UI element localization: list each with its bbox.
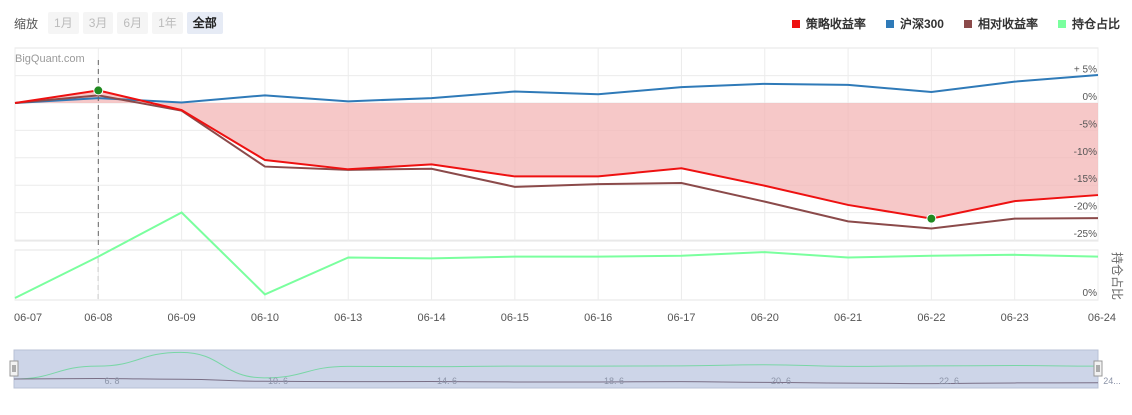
navigator-labels: 6. 8 10. 6 14. 6 18. 6 20. 6 22. 6 24... [104, 376, 1120, 386]
position-y-ticks: 0% [1083, 288, 1098, 299]
x-tick-label: 06-20 [751, 312, 779, 324]
x-tick-label: 06-13 [334, 312, 362, 324]
y-tick-label: 0% [1083, 92, 1098, 103]
legend-label-position: 持仓占比 [1071, 17, 1120, 31]
x-tick-label: 06-16 [584, 312, 612, 324]
zoom-3m-button[interactable]: 3月 [82, 12, 114, 34]
navigator-label: 14. 6 [437, 376, 457, 386]
legend-item-relative[interactable]: 相对收益率 [963, 15, 1038, 32]
relative-line [14, 94, 1099, 230]
zoom-1y-button[interactable]: 1年 [152, 12, 183, 34]
x-tick-label: 06-14 [417, 312, 445, 324]
legend-item-strategy[interactable]: 策略收益率 [791, 15, 866, 32]
benchmark-line [14, 74, 1099, 104]
legend-swatch-strategy [791, 19, 800, 28]
x-tick-label: 06-15 [501, 312, 529, 324]
legend-item-position[interactable]: 持仓占比 [1057, 15, 1120, 32]
markers [93, 85, 937, 224]
legend: 策略收益率 沪深300 相对收益率 持仓占比 [791, 15, 1120, 32]
x-tick-label: 06-17 [667, 312, 695, 324]
navigator-label: 18. 6 [604, 376, 624, 386]
navigator-label: 6. 8 [104, 376, 119, 386]
x-tick-label: 06-23 [1001, 312, 1029, 324]
watermark: BigQuant.com [15, 53, 85, 65]
position-line [14, 211, 1099, 299]
x-tick-label: 06-10 [251, 312, 279, 324]
data-point-marker [93, 85, 104, 96]
x-tick-label: 06-21 [834, 312, 862, 324]
legend-label-benchmark: 沪深300 [899, 17, 944, 31]
zoom-bar: 缩放 1月 3月 6月 1年 全部 [14, 12, 223, 34]
legend-label-relative: 相对收益率 [977, 17, 1038, 31]
zoom-all-button[interactable]: 全部 [186, 12, 223, 34]
zoom-6m-button[interactable]: 6月 [117, 12, 149, 34]
data-point-marker [926, 213, 937, 224]
y-tick-label: + 5% [1074, 65, 1097, 76]
x-tick-label: 06-22 [917, 312, 945, 324]
y-tick-label: -25% [1074, 229, 1097, 240]
navigator-strategy-line [13, 377, 1099, 385]
navigator-label: 22. 6 [939, 376, 959, 386]
x-axis-labels: 06-07 06-08 06-09 06-10 06-13 06-14 06-15 06-16… [14, 312, 1116, 324]
y-tick-label: -10% [1074, 147, 1097, 158]
strategy-line [14, 89, 1099, 220]
y-tick-label: -20% [1074, 202, 1097, 213]
x-tick-label: 06-09 [168, 312, 196, 324]
y-tick-label: -5% [1079, 119, 1097, 130]
position-grid [14, 249, 1099, 301]
navigator-left-handle[interactable] [9, 360, 19, 377]
strategy-fill-area [15, 90, 1098, 219]
y-axis-ticks: + 5% 0% -5% -10% -15% -20% -25% [1074, 65, 1097, 240]
legend-label-strategy: 策略收益率 [805, 17, 866, 31]
legend-swatch-relative [963, 19, 972, 28]
navigator-right-handle[interactable] [1093, 360, 1103, 377]
x-tick-label: 06-24 [1088, 312, 1116, 324]
position-y-tick-label: 0% [1083, 288, 1098, 299]
legend-item-benchmark[interactable]: 沪深300 [885, 15, 944, 32]
legend-swatch-position [1057, 19, 1066, 28]
y-tick-label: -15% [1074, 174, 1097, 185]
position-y-label: 持仓占比 [1110, 252, 1125, 300]
x-tick-label: 06-07 [14, 312, 42, 324]
zoom-label: 缩放 [14, 16, 39, 31]
navigator-label: 20. 6 [771, 376, 791, 386]
navigator[interactable]: 6. 8 10. 6 14. 6 18. 6 20. 6 22. 6 24... [9, 349, 1121, 389]
legend-swatch-benchmark [885, 19, 894, 28]
navigator-label: 24... [1103, 376, 1121, 386]
navigator-label: 10. 6 [268, 376, 288, 386]
zoom-1m-button[interactable]: 1月 [48, 12, 79, 34]
x-tick-label: 06-08 [84, 312, 112, 324]
navigator-position-line [13, 351, 1099, 380]
